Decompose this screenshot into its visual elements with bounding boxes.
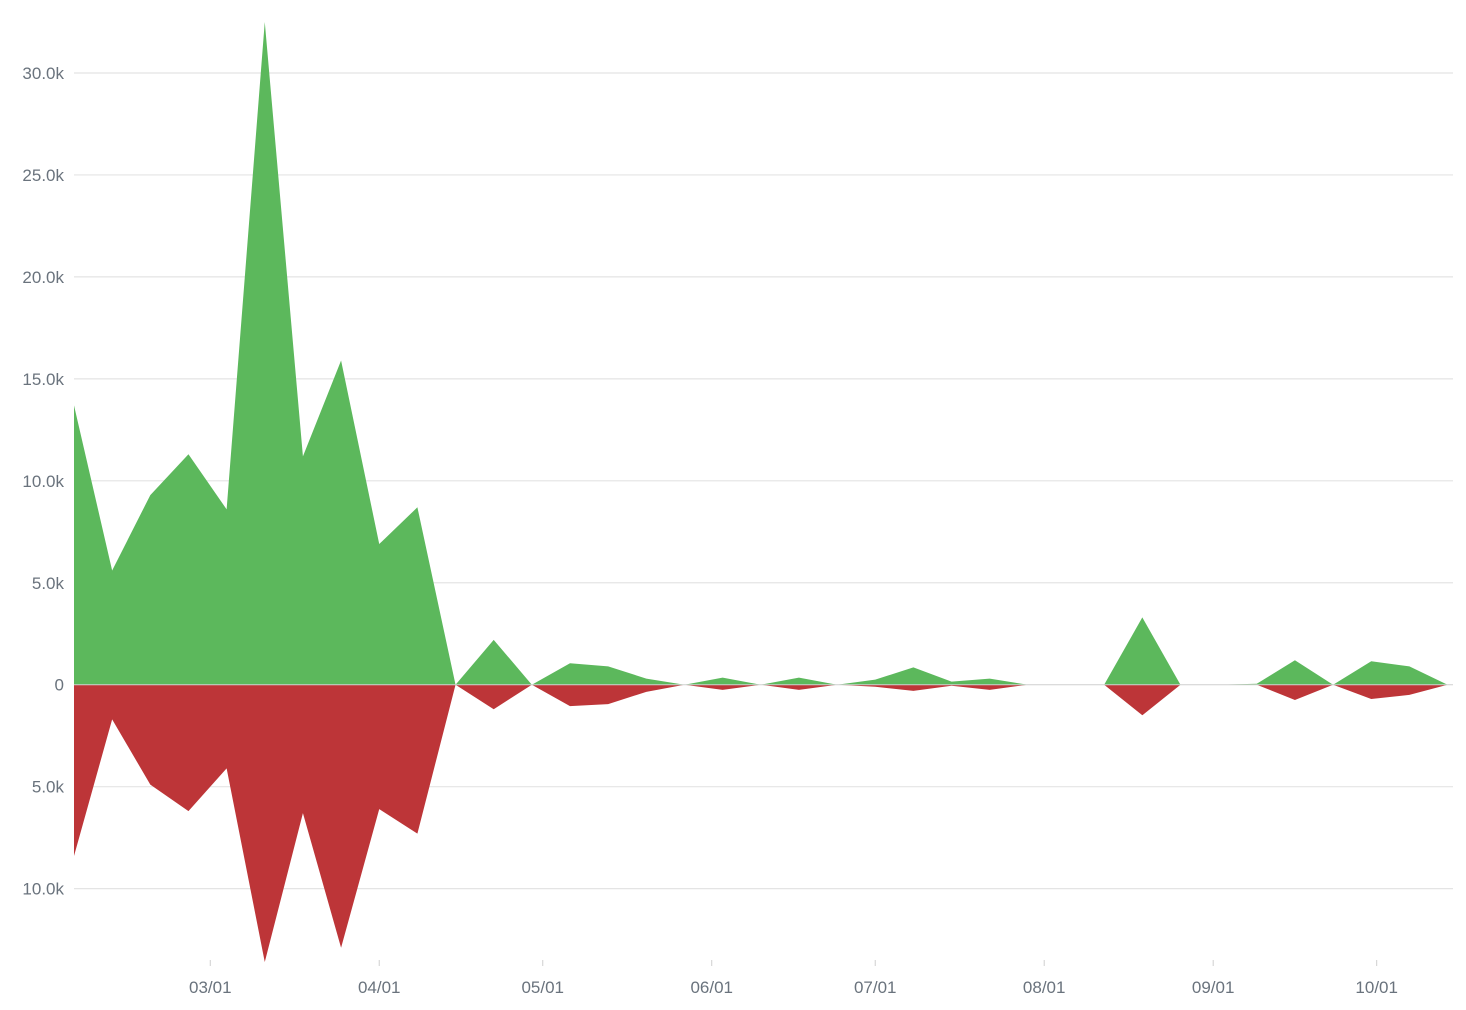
y-tick-label: 10.0k [22, 472, 64, 491]
x-tick-label: 07/01 [854, 978, 897, 997]
y-tick-label: 25.0k [22, 166, 64, 185]
y-tick-label: 20.0k [22, 268, 64, 287]
y-tick-label: 10.0k [22, 880, 64, 899]
x-tick-label: 04/01 [358, 978, 401, 997]
negative-area-series [74, 684, 1448, 963]
area-series [74, 22, 1453, 963]
x-tick-label: 09/01 [1192, 978, 1235, 997]
y-tick-label: 5.0k [32, 778, 65, 797]
x-tick-label: 08/01 [1023, 978, 1066, 997]
y-tick-label: 15.0k [22, 370, 64, 389]
y-tick-label: 30.0k [22, 64, 64, 83]
x-tick-label: 03/01 [189, 978, 232, 997]
y-tick-label: 5.0k [32, 574, 65, 593]
positive-area-series [74, 22, 1448, 685]
x-tick-label: 05/01 [521, 978, 564, 997]
x-tick-label: 10/01 [1355, 978, 1398, 997]
x-tick-label: 06/01 [690, 978, 733, 997]
x-axis: 03/01 04/01 05/01 06/01 07/01 08/01 09/01 10/01 [189, 960, 1398, 997]
y-axis: 30.0k 25.0k 20.0k 15.0k 10.0k 5.0k 0 5.0k 10.0k [22, 64, 64, 899]
y-tick-label: 0 [55, 676, 64, 695]
